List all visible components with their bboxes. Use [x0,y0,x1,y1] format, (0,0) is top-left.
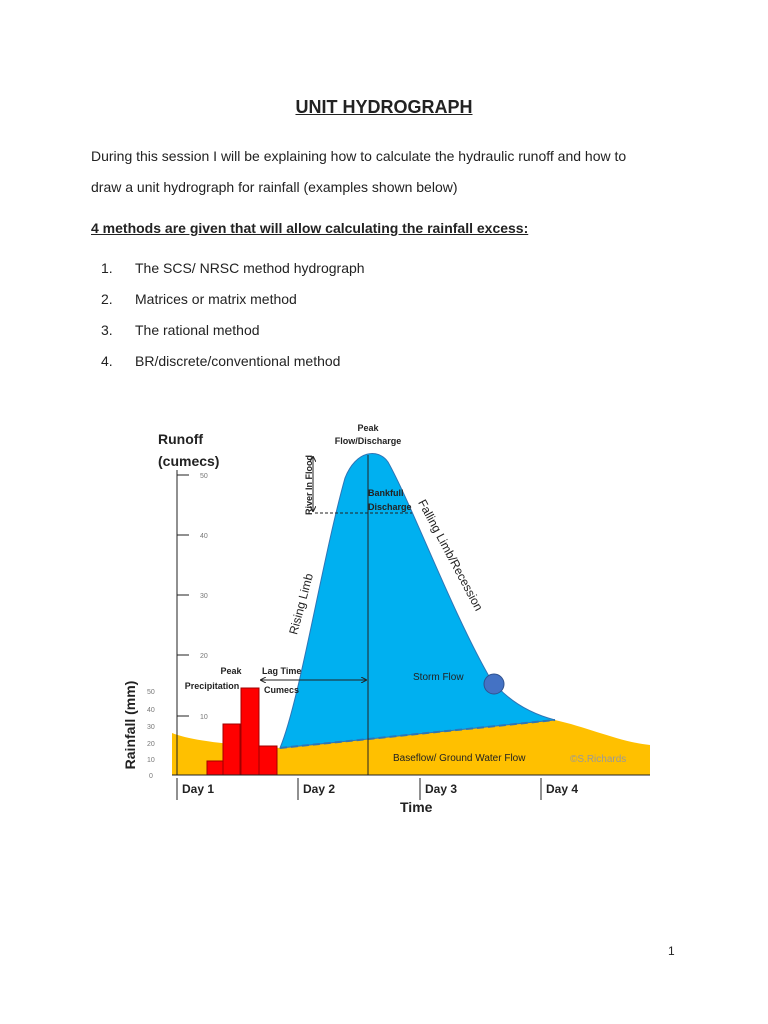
day-label: Day 3 [425,782,457,796]
annotation: Precipitation [185,681,240,691]
tick-label: 40 [147,707,155,714]
credit: ©S.Richards [570,754,626,765]
title: UNIT HYDROGRAPH [295,97,473,117]
tick-label: 20 [200,653,208,660]
list-text: The rational method [135,322,260,338]
annotation: Bankfull [368,488,404,498]
annotation: Lag Time [262,666,301,676]
list-number: 2. [101,291,113,307]
intro-line: During this session I will be explaining… [91,148,627,164]
day-label: Day 2 [303,782,335,796]
tick-label: 30 [200,593,208,600]
day-label: Day 4 [546,782,578,796]
annotation: Discharge [368,502,412,512]
annotation: Storm Flow [413,672,464,683]
page-number: 1 [668,944,675,958]
recession-point [483,673,505,695]
baseflow-area [172,720,650,775]
rainfall-bars [206,687,278,776]
annotation: Peak [357,423,379,433]
annotation: Cumecs [264,685,299,695]
annotation: Baseflow/ Ground Water Flow [393,753,526,764]
axis-label: Rainfall (mm) [122,681,138,770]
list-number: 1. [101,260,113,276]
axis-label: (cumecs) [158,453,219,469]
hydrograph: Runoff (cumecs) Rainfall (mm) Time 50 40 30… [122,423,650,815]
storm-flow-area [279,453,556,749]
list-text: BR/discrete/conventional method [135,353,341,369]
day-label: Day 1 [182,782,214,796]
intro-line: draw a unit hydrograph for rainfall (exa… [91,179,458,195]
annotation: Peak [220,666,242,676]
tick-label: 10 [200,714,208,721]
heading: 4 methods are given that will allow calc… [91,220,529,236]
baseflow-line [279,719,556,749]
tick-label: 50 [200,473,208,480]
tick-label: 0 [149,773,153,780]
list-number: 4. [101,353,113,369]
axis-label: Time [400,799,433,815]
tick-label: 20 [147,741,155,748]
list-text: Matrices or matrix method [135,291,297,307]
annotation: River In Flood [304,455,314,515]
tick-label: 10 [147,757,155,764]
tick-label: 40 [200,533,208,540]
tick-label: 50 [147,689,155,696]
list-text: The SCS/ NRSC method hydrograph [135,260,365,276]
list-number: 3. [101,322,113,338]
axis-label: Runoff [158,431,203,447]
axes [172,455,650,800]
tick-label: 30 [147,724,155,731]
annotation: Flow/Discharge [335,436,402,446]
